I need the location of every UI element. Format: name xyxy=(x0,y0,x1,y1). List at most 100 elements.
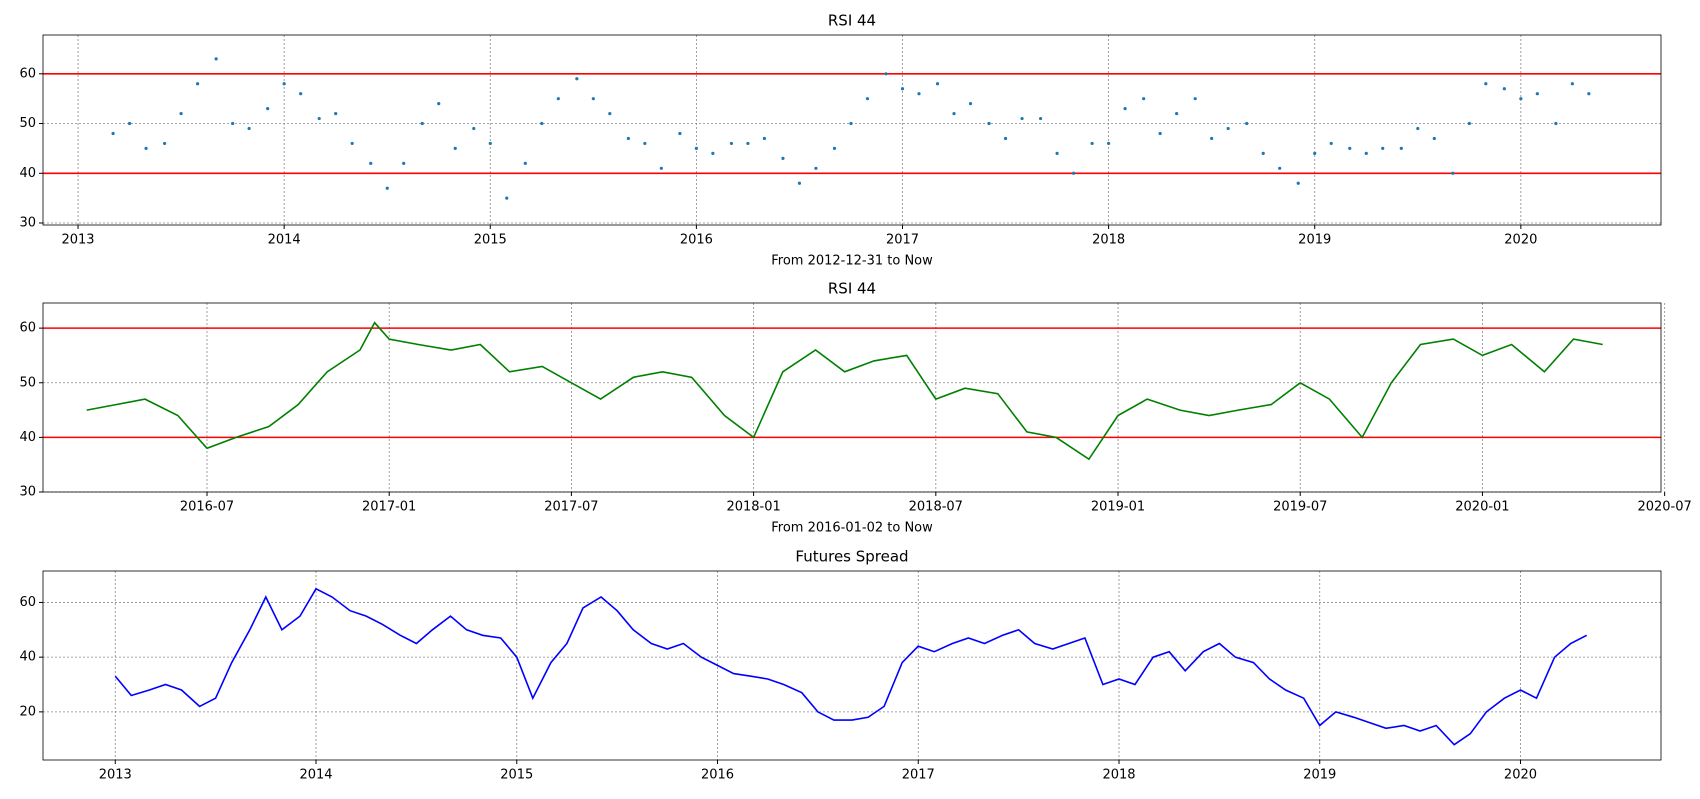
data-point xyxy=(935,82,940,86)
x-tick-label: 2016-07 xyxy=(180,500,234,515)
data-point xyxy=(247,126,251,131)
x-tick-label: 2020 xyxy=(1504,233,1537,248)
y-tick-label: 40 xyxy=(19,166,36,181)
data-point xyxy=(144,146,148,151)
data-point xyxy=(1278,166,1282,170)
y-tick-label: 40 xyxy=(19,430,36,445)
data-point xyxy=(1038,116,1043,121)
data-point xyxy=(1432,136,1436,141)
y-tick-label: 60 xyxy=(19,321,36,336)
data-point xyxy=(1535,92,1539,96)
data-point xyxy=(643,141,647,146)
x-tick-label: 2013 xyxy=(61,233,94,248)
data-point xyxy=(849,121,853,126)
data-point xyxy=(711,151,715,155)
data-point xyxy=(369,161,373,165)
x-tick-label: 2014 xyxy=(268,233,301,248)
data-point xyxy=(762,136,767,141)
data-point xyxy=(505,196,509,200)
data-point xyxy=(1587,92,1591,96)
data-point xyxy=(1348,146,1352,151)
data-point xyxy=(453,146,457,151)
x-tick-label: 2016 xyxy=(701,768,734,783)
data-point xyxy=(1502,87,1506,91)
y-tick-label: 20 xyxy=(19,704,36,719)
data-point xyxy=(694,146,698,151)
chart-title: RSI 44 xyxy=(828,12,876,30)
data-point xyxy=(1020,116,1024,121)
data-point xyxy=(1175,111,1179,116)
x-tick-label: 2020-01 xyxy=(1455,500,1509,515)
data-point xyxy=(626,136,630,141)
data-point xyxy=(1090,141,1094,146)
data-point xyxy=(1364,151,1368,155)
data-point xyxy=(231,121,235,126)
y-tick-label: 50 xyxy=(19,116,36,131)
y-tick-label: 60 xyxy=(19,66,36,81)
x-tick-label: 2013 xyxy=(99,768,132,783)
chart-title: Futures Spread xyxy=(795,548,908,566)
data-point xyxy=(1142,97,1146,101)
data-point xyxy=(350,141,354,146)
data-point xyxy=(299,92,303,96)
x-tick-label: 2019-01 xyxy=(1091,500,1145,515)
data-point xyxy=(952,111,956,116)
data-point xyxy=(1193,97,1197,101)
data-point xyxy=(832,146,837,151)
data-point xyxy=(1003,136,1008,141)
data-point xyxy=(556,97,560,101)
data-point xyxy=(1519,97,1523,101)
x-tick-label: 2017 xyxy=(902,768,935,783)
data-point xyxy=(1467,121,1471,126)
data-point xyxy=(385,186,389,190)
data-point xyxy=(266,107,270,111)
data-point xyxy=(1554,121,1558,126)
data-point xyxy=(884,72,888,76)
data-point xyxy=(1261,151,1265,155)
data-line xyxy=(114,587,1588,746)
data-point xyxy=(865,97,870,101)
data-line xyxy=(86,321,1603,461)
data-point xyxy=(814,166,818,170)
data-point xyxy=(163,141,167,146)
data-point xyxy=(1055,151,1059,155)
data-point xyxy=(1071,171,1076,175)
data-point xyxy=(472,126,476,131)
data-point xyxy=(1107,141,1111,146)
data-point xyxy=(746,141,750,146)
data-point xyxy=(1570,82,1574,86)
data-point xyxy=(797,181,802,185)
data-point xyxy=(1451,171,1455,175)
data-point xyxy=(437,102,441,106)
data-point xyxy=(1245,121,1249,126)
x-tick-label: 2019-07 xyxy=(1273,500,1327,515)
y-tick-label: 50 xyxy=(19,375,36,390)
data-point xyxy=(987,121,991,126)
data-point xyxy=(540,121,544,126)
y-tick-label: 60 xyxy=(19,595,36,610)
data-point xyxy=(1210,136,1214,141)
data-point xyxy=(488,141,492,146)
x-axis-label: From 2012-12-31 to Now xyxy=(771,254,933,269)
x-axis-label: From 2016-01-02 to Now xyxy=(771,521,933,536)
x-tick-label: 2017-07 xyxy=(544,500,598,515)
data-point xyxy=(282,82,286,86)
axes-frame xyxy=(42,570,1662,761)
data-point xyxy=(575,77,579,81)
x-tick-label: 2020-07 xyxy=(1637,500,1691,515)
data-point xyxy=(1399,146,1403,151)
data-point xyxy=(900,87,905,91)
y-tick-label: 30 xyxy=(19,216,36,231)
x-tick-label: 2015 xyxy=(474,233,507,248)
data-point xyxy=(968,102,973,106)
data-point xyxy=(591,97,595,101)
data-point xyxy=(1484,82,1488,86)
data-point xyxy=(179,111,183,116)
data-point xyxy=(659,166,663,170)
axes-frame xyxy=(42,34,1662,226)
data-point xyxy=(127,121,132,126)
x-tick-label: 2018 xyxy=(1092,233,1125,248)
chart-title: RSI 44 xyxy=(828,280,876,298)
x-tick-label: 2016 xyxy=(680,233,713,248)
